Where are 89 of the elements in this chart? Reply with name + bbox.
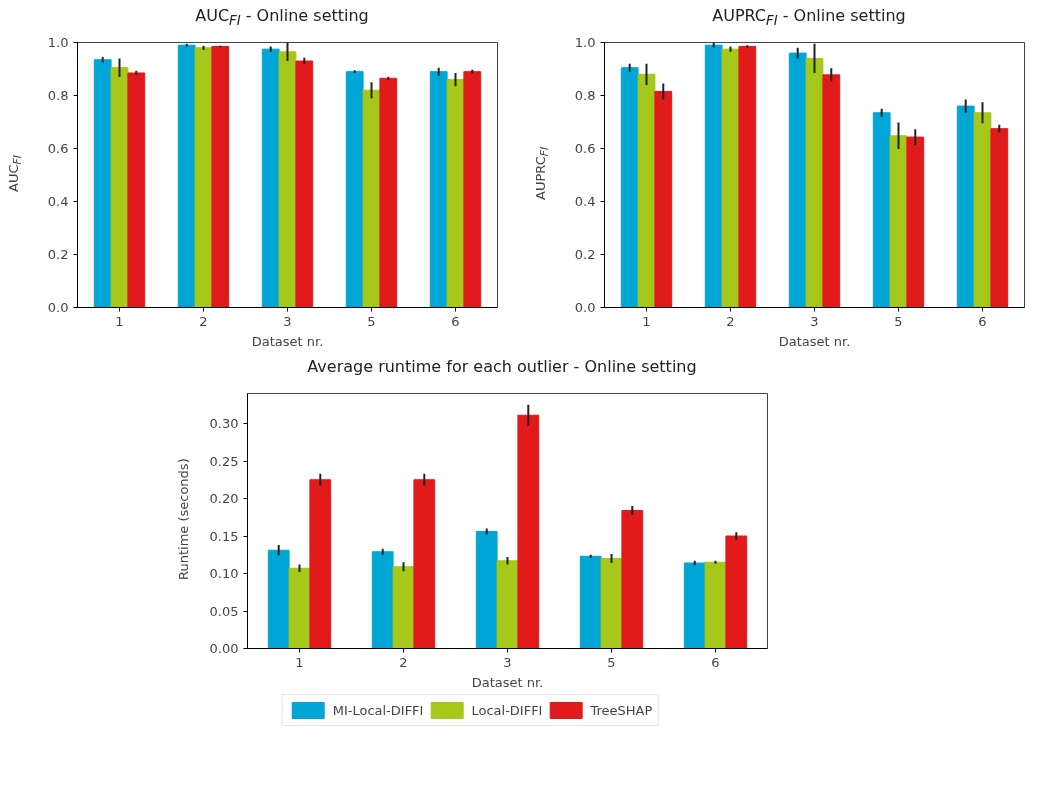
bar	[805, 57, 824, 308]
chart-title: Average runtime for each outlier - Online setting	[307, 356, 697, 378]
bar	[738, 45, 757, 308]
y-tick-label: 1.0	[47, 35, 69, 50]
y-tick-label: 0.4	[47, 194, 69, 209]
bar	[822, 74, 841, 308]
bar	[683, 562, 706, 649]
bar	[278, 51, 297, 308]
y-tick-label: 0.25	[209, 453, 239, 469]
bar	[446, 79, 465, 308]
legend-label: TreeSHAP	[590, 702, 653, 718]
x-axis-title: Dataset nr.	[778, 333, 851, 349]
bar	[704, 561, 727, 649]
x-tick-label: 6	[451, 313, 460, 329]
bar	[177, 44, 196, 308]
chart-title: AUPRC$_{FI}$ - Online setting	[712, 5, 906, 31]
bar	[371, 551, 394, 649]
x-tick-label: 2	[726, 313, 735, 329]
y-tick-label: 0.30	[209, 416, 239, 431]
x-tick-label: 5	[607, 654, 616, 670]
bar	[517, 414, 540, 649]
bar	[110, 67, 129, 308]
bar	[579, 555, 602, 649]
bar	[620, 67, 639, 308]
x-tick-label: 2	[399, 654, 408, 670]
bar	[990, 128, 1009, 308]
y-tick-label: 0.2	[47, 247, 69, 262]
bar	[429, 71, 448, 308]
bar	[496, 560, 519, 649]
bar	[211, 45, 230, 308]
y-tick-label: 0.05	[209, 603, 239, 619]
bar	[127, 72, 146, 308]
bar	[362, 89, 381, 308]
y-tick-label: 0.4	[574, 194, 596, 209]
bar	[392, 566, 415, 649]
bar	[621, 510, 644, 649]
bar	[725, 535, 748, 649]
x-axis-title: Dataset nr.	[251, 333, 324, 349]
x-tick-label: 1	[115, 313, 124, 329]
bar	[721, 48, 740, 308]
x-tick-label: 3	[283, 313, 292, 329]
bar	[93, 59, 112, 308]
bar	[637, 73, 656, 308]
bar	[872, 112, 891, 308]
y-tick-label: 1.0	[574, 35, 596, 50]
bar	[475, 531, 498, 649]
bar	[267, 549, 290, 649]
chart-title: AUC$_{FI}$ - Online setting	[195, 5, 369, 31]
x-axis-title: Dataset nr.	[471, 674, 544, 690]
y-tick-label: 0.20	[209, 491, 239, 506]
x-tick-label: 5	[367, 313, 376, 329]
bar	[288, 567, 311, 649]
x-tick-label: 6	[711, 654, 720, 670]
bar	[654, 91, 673, 308]
x-tick-label: 6	[978, 313, 987, 329]
y-tick-label: 0.00	[209, 641, 239, 656]
bar	[295, 60, 314, 308]
y-tick-label: 0.0	[574, 300, 596, 315]
x-tick-label: 3	[503, 654, 512, 670]
x-tick-label: 3	[810, 313, 819, 329]
legend-label: Local-DIFFI	[471, 702, 543, 718]
y-tick-label: 0.10	[209, 566, 239, 581]
bar	[704, 44, 723, 308]
y-tick-label: 0.6	[574, 141, 596, 156]
legend-label: MI-Local-DIFFI	[332, 702, 424, 718]
bar	[973, 112, 992, 308]
x-tick-label: 2	[199, 313, 208, 329]
y-tick-label: 0.15	[209, 528, 239, 544]
bar	[194, 47, 213, 308]
y-tick-label: 0.2	[574, 247, 596, 262]
bar	[889, 135, 908, 308]
bar	[906, 136, 925, 308]
bar	[379, 77, 398, 308]
y-tick-label: 0.8	[574, 88, 596, 103]
bar	[956, 105, 975, 308]
bar	[345, 71, 364, 308]
x-tick-label: 1	[642, 313, 651, 329]
bar	[788, 52, 807, 308]
bar	[463, 71, 482, 308]
bar	[600, 558, 623, 649]
x-tick-label: 1	[295, 654, 304, 670]
x-tick-label: 5	[894, 313, 903, 329]
bar	[309, 479, 332, 649]
bar	[261, 48, 280, 308]
bar	[413, 479, 436, 649]
y-tick-label: 0.8	[47, 88, 69, 103]
y-tick-label: 0.0	[47, 300, 69, 315]
y-axis-title: Runtime (seconds)	[175, 458, 192, 581]
y-tick-label: 0.6	[47, 141, 69, 156]
